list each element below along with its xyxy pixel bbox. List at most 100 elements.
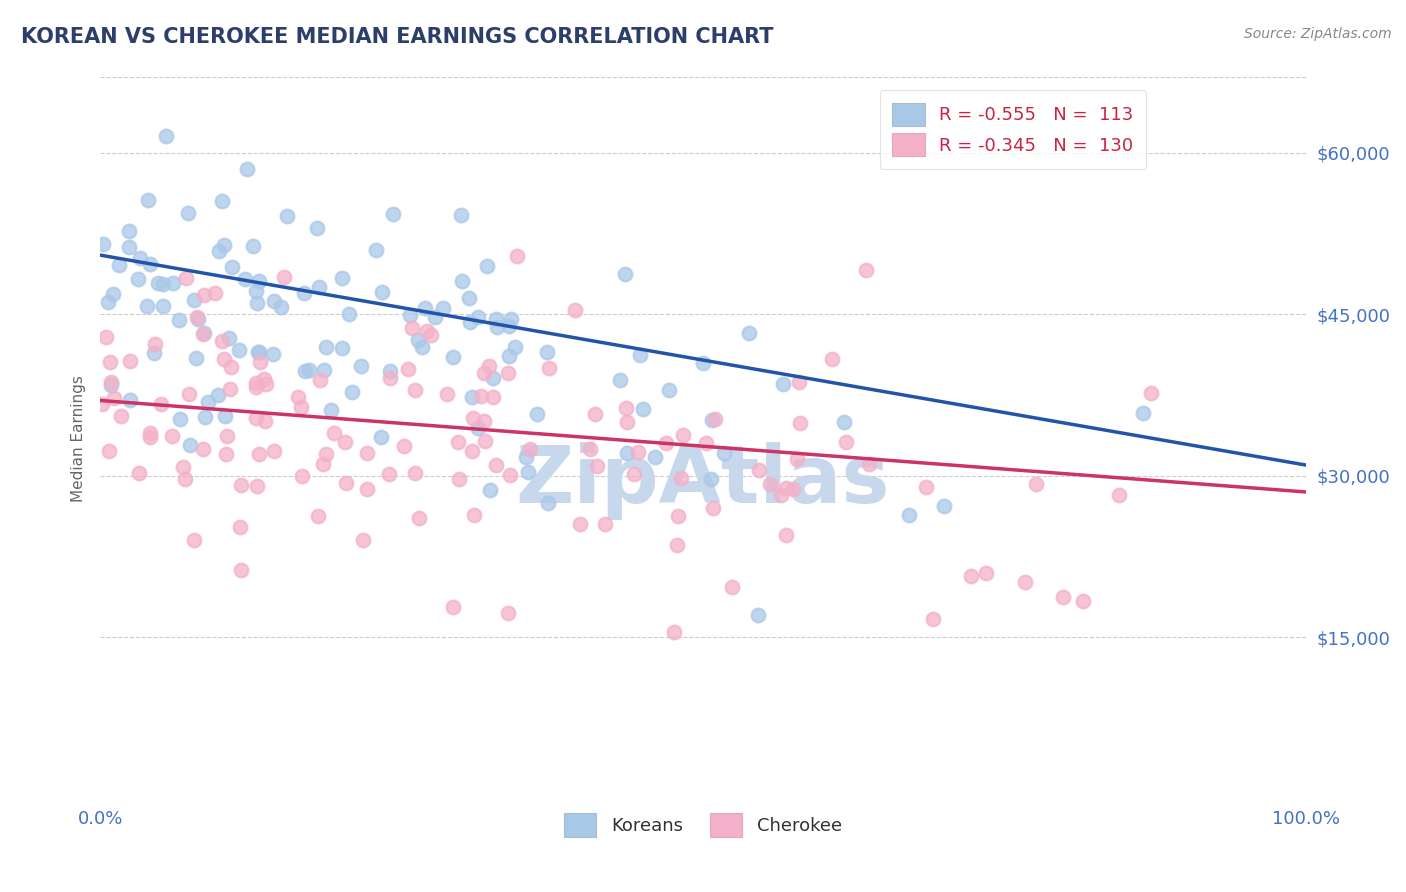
Point	[197, 395, 219, 409]
Point	[392, 439, 415, 453]
Point	[485, 458, 508, 472]
Point	[262, 347, 284, 361]
Point	[404, 384, 426, 398]
Point	[616, 446, 638, 460]
Point	[135, 299, 157, 313]
Point	[294, 364, 316, 378]
Point	[215, 429, 238, 443]
Point	[290, 400, 312, 414]
Point	[143, 345, 166, 359]
Point	[441, 351, 464, 365]
Point	[211, 194, 233, 208]
Point	[101, 286, 124, 301]
Point	[236, 161, 259, 176]
Point	[204, 286, 226, 301]
Point	[498, 366, 520, 380]
Point	[399, 309, 422, 323]
Point	[177, 205, 200, 219]
Point	[536, 345, 558, 359]
Point	[139, 257, 162, 271]
Point	[118, 240, 141, 254]
Point	[408, 511, 430, 525]
Point	[614, 401, 637, 416]
Point	[775, 481, 797, 495]
Point	[496, 606, 519, 620]
Point	[215, 446, 238, 460]
Point	[128, 466, 150, 480]
Point	[193, 288, 215, 302]
Point	[959, 569, 981, 583]
Point	[450, 208, 472, 222]
Point	[1025, 477, 1047, 491]
Point	[246, 296, 269, 310]
Point	[897, 508, 920, 522]
Point	[411, 341, 433, 355]
Point	[100, 377, 122, 392]
Point	[666, 508, 689, 523]
Point	[253, 372, 276, 386]
Point	[183, 533, 205, 547]
Point	[129, 251, 152, 265]
Point	[821, 351, 844, 366]
Point	[482, 390, 505, 404]
Point	[110, 409, 132, 423]
Point	[91, 397, 114, 411]
Point	[143, 336, 166, 351]
Point	[118, 354, 141, 368]
Point	[934, 499, 956, 513]
Point	[298, 363, 321, 377]
Point	[245, 411, 267, 425]
Text: ZipAtlas: ZipAtlas	[516, 442, 890, 520]
Point	[1071, 593, 1094, 607]
Point	[506, 249, 529, 263]
Point	[356, 446, 378, 460]
Point	[616, 416, 638, 430]
Point	[356, 482, 378, 496]
Point	[162, 277, 184, 291]
Point	[472, 366, 495, 380]
Point	[176, 271, 198, 285]
Point	[460, 315, 482, 329]
Point	[254, 377, 277, 392]
Point	[287, 391, 309, 405]
Point	[245, 380, 267, 394]
Point	[127, 271, 149, 285]
Point	[472, 414, 495, 428]
Point	[1132, 406, 1154, 420]
Point	[974, 566, 997, 580]
Point	[228, 343, 250, 357]
Point	[485, 311, 508, 326]
Point	[214, 409, 236, 424]
Point	[307, 508, 329, 523]
Point	[501, 312, 523, 326]
Point	[775, 527, 797, 541]
Point	[1108, 487, 1130, 501]
Point	[219, 382, 242, 396]
Point	[406, 333, 429, 347]
Point	[194, 410, 217, 425]
Point	[242, 239, 264, 253]
Point	[579, 442, 602, 456]
Point	[172, 459, 194, 474]
Point	[276, 210, 298, 224]
Point	[461, 411, 484, 425]
Point	[249, 447, 271, 461]
Point	[370, 285, 392, 300]
Point	[169, 412, 191, 426]
Point	[832, 415, 855, 429]
Point	[333, 434, 356, 449]
Point	[477, 259, 499, 273]
Point	[229, 519, 252, 533]
Point	[183, 293, 205, 308]
Point	[665, 538, 688, 552]
Point	[100, 376, 122, 390]
Point	[655, 436, 678, 450]
Point	[413, 301, 436, 315]
Point	[247, 274, 270, 288]
Point	[118, 393, 141, 408]
Point	[658, 383, 681, 397]
Y-axis label: Median Earnings: Median Earnings	[72, 375, 86, 501]
Point	[515, 450, 537, 465]
Point	[461, 443, 484, 458]
Point	[613, 267, 636, 281]
